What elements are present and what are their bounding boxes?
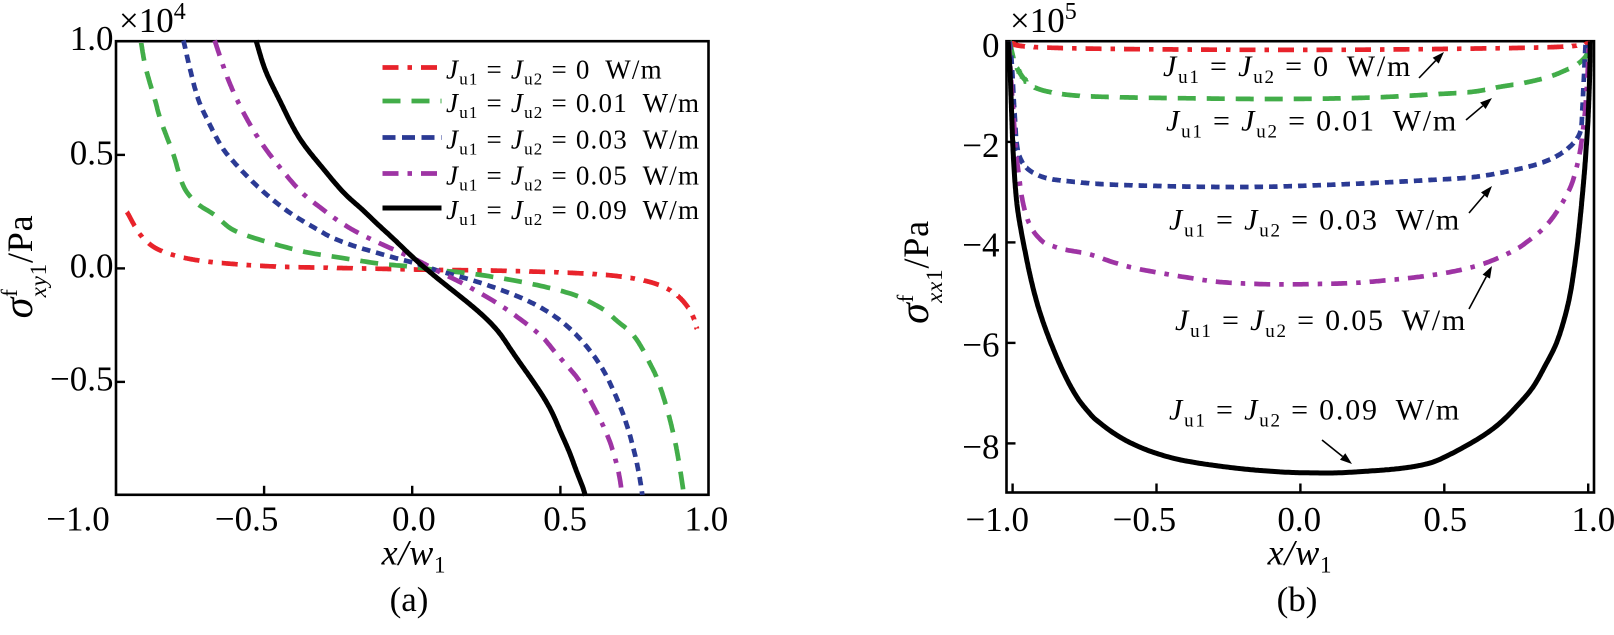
svg-text:σfxy1/Pa: σfxy1/Pa <box>0 215 51 319</box>
svg-text:0.5: 0.5 <box>70 133 114 172</box>
svg-text:1.0: 1.0 <box>685 500 729 539</box>
svg-text:0.0: 0.0 <box>1277 500 1321 539</box>
svg-text:1.0: 1.0 <box>1572 500 1614 539</box>
svg-text:0.5: 0.5 <box>1423 500 1467 539</box>
svg-text:Ju1 = Ju2 = 0.03 W/m: Ju1 = Ju2 = 0.03 W/m <box>446 125 700 159</box>
svg-text:−1.0: −1.0 <box>46 500 110 539</box>
svg-text:1.0: 1.0 <box>70 19 114 58</box>
svg-text:Ju1 = Ju2 = 0.09 W/m: Ju1 = Ju2 = 0.09 W/m <box>1169 393 1461 431</box>
svg-text:−0.5: −0.5 <box>1113 500 1177 539</box>
svg-text:Ju1 = Ju2 = 0 W/m: Ju1 = Ju2 = 0 W/m <box>446 55 663 89</box>
svg-text:0.0: 0.0 <box>392 500 436 539</box>
svg-text:−2: −2 <box>962 126 999 165</box>
svg-text:Ju1 = Ju2 = 0.05 W/m: Ju1 = Ju2 = 0.05 W/m <box>446 161 700 195</box>
svg-text:−6: −6 <box>962 325 999 364</box>
svg-text:Ju1 = Ju2 = 0.09 W/m: Ju1 = Ju2 = 0.09 W/m <box>446 195 700 229</box>
svg-text:Ju1 = Ju2 = 0.05 W/m: Ju1 = Ju2 = 0.05 W/m <box>1175 304 1467 342</box>
svg-text:(a): (a) <box>390 580 429 619</box>
svg-text:−0.5: −0.5 <box>215 500 279 539</box>
svg-text:−0.5: −0.5 <box>50 359 114 398</box>
svg-text:−8: −8 <box>962 428 999 467</box>
svg-text:Ju1 = Ju2 = 0.03 W/m: Ju1 = Ju2 = 0.03 W/m <box>1169 204 1461 242</box>
svg-text:−1.0: −1.0 <box>966 500 1030 539</box>
svg-text:0.0: 0.0 <box>70 247 114 286</box>
svg-text:Ju1 = Ju2 = 0.01 W/m: Ju1 = Ju2 = 0.01 W/m <box>446 88 700 122</box>
svg-text:0: 0 <box>982 26 1000 65</box>
svg-text:×105: ×105 <box>1010 0 1077 40</box>
svg-text:x/w1: x/w1 <box>1267 533 1333 578</box>
svg-text:Ju1 = Ju2 = 0 W/m: Ju1 = Ju2 = 0 W/m <box>1163 50 1412 88</box>
svg-text:0.5: 0.5 <box>543 500 587 539</box>
svg-text:Ju1 = Ju2 = 0.01 W/m: Ju1 = Ju2 = 0.01 W/m <box>1166 105 1458 143</box>
svg-text:(b): (b) <box>1277 580 1318 619</box>
svg-text:−4: −4 <box>962 225 999 264</box>
svg-text:x/w1: x/w1 <box>381 533 447 578</box>
